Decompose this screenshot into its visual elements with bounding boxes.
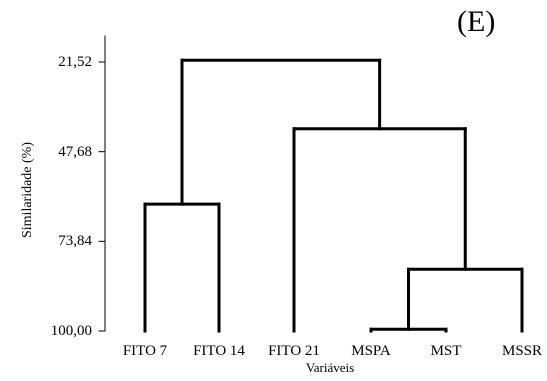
x-axis-label: Variáveis <box>305 360 355 375</box>
leaf-label: FITO 14 <box>193 343 245 359</box>
panel-label: (E) <box>457 5 496 38</box>
y-tick-label: 100,00 <box>50 323 92 339</box>
leaf-label: FITO 21 <box>268 343 320 359</box>
leaf-label: MSPA <box>351 343 391 359</box>
leaf-label: MST <box>430 343 462 359</box>
y-tick-label: 47,68 <box>58 143 92 160</box>
leaf-label: MSSR <box>501 343 543 359</box>
y-tick-label: 73,84 <box>58 233 92 250</box>
leaf-label: FITO 7 <box>122 343 168 359</box>
y-axis-label: Similaridade (%) <box>20 141 35 239</box>
y-tick-label: 21,52 <box>58 54 92 70</box>
